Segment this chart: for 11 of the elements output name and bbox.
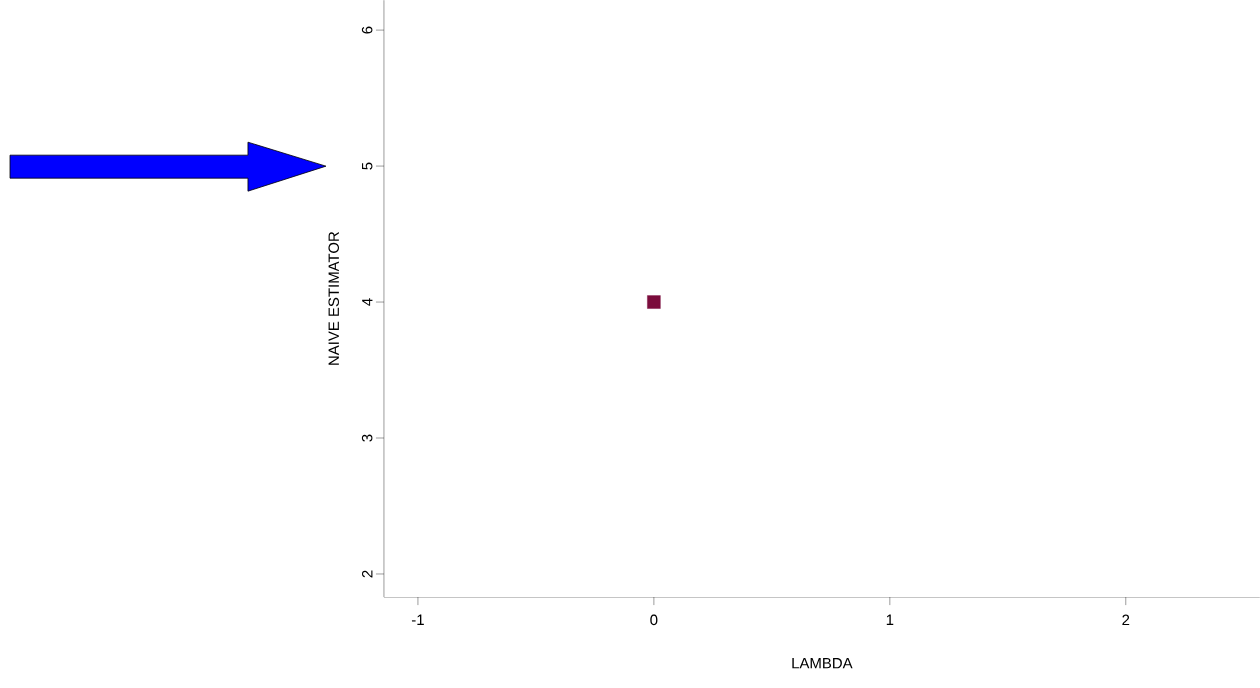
y-tick-label: 3 xyxy=(361,434,373,442)
y-axis-title: NAIVE ESTIMATOR xyxy=(328,231,340,365)
y-tick-label: 2 xyxy=(361,570,373,578)
x-tick-label: 1 xyxy=(886,614,894,625)
y-tick-label: 5 xyxy=(362,162,373,170)
x-tick-label: 2 xyxy=(1122,614,1130,626)
x-axis-title: LAMBDA xyxy=(792,657,853,669)
y-tick-label: 6 xyxy=(361,26,373,34)
x-tick-label: -1 xyxy=(411,614,424,625)
x-tick-label: 0 xyxy=(650,614,658,626)
y-tick-label: 4 xyxy=(362,298,373,306)
